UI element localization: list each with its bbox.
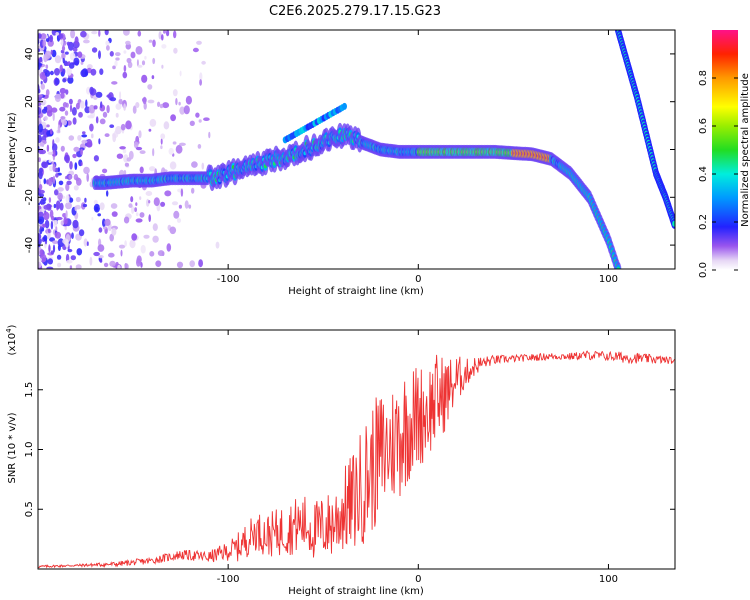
colorbar-gradient bbox=[712, 30, 738, 270]
x-tick-label: 100 bbox=[599, 574, 618, 585]
snr-series-line bbox=[38, 350, 675, 569]
snr-x-ticks: -100 0 100 bbox=[217, 330, 618, 585]
snr-y-ticks: 0.5 1.0 1.5 bbox=[24, 382, 675, 517]
x-tick-label: -100 bbox=[217, 574, 240, 585]
snr-line-layer bbox=[38, 350, 675, 569]
y-tick-label: -40 bbox=[24, 237, 35, 253]
colorbar-ticks: 0.0 0.2 0.4 0.6 0.8 bbox=[698, 70, 738, 278]
figure-title: C2E6.2025.279.17.15.G23 bbox=[269, 4, 441, 19]
spectrogram-aliased-branch bbox=[615, 30, 675, 229]
snr-x-axis-title: Height of straight line (km) bbox=[288, 586, 424, 597]
colorbar-tick-label: 0.8 bbox=[698, 70, 709, 86]
snr-scale-base: (x10 bbox=[7, 333, 18, 356]
x-tick-label: 100 bbox=[599, 274, 618, 285]
y-tick-label: 1.5 bbox=[24, 382, 35, 398]
snr-frame bbox=[37, 329, 676, 570]
colorbar-tick-label: 0.6 bbox=[698, 118, 709, 134]
spectrogram-x-ticks: -100 0 100 bbox=[217, 30, 618, 285]
snr-scale-close: ) bbox=[7, 324, 18, 328]
x-tick-label: -100 bbox=[217, 274, 240, 285]
colorbar-tick-label: 0.4 bbox=[698, 166, 709, 182]
snr-y-axis-title: SNR (10 * v/v) bbox=[7, 412, 18, 483]
spectrogram-y-ticks: -40 -20 0 20 40 bbox=[24, 48, 675, 253]
y-tick-label: 1.0 bbox=[24, 442, 35, 458]
y-tick-label: 0.5 bbox=[24, 501, 35, 517]
y-tick-label: -20 bbox=[24, 189, 35, 205]
colorbar-tick-label: 0.0 bbox=[698, 262, 709, 278]
x-tick-label: 0 bbox=[415, 274, 421, 285]
colorbar: 0.0 0.2 0.4 0.6 0.8 Normalized spectral ampl… bbox=[698, 30, 750, 278]
snr-scale-exponent: 4 bbox=[5, 328, 13, 333]
spectrogram-panel: -100 0 100 -40 -20 0 20 40 Height of straight … bbox=[7, 29, 676, 297]
y-tick-label: 20 bbox=[24, 95, 35, 108]
spectrogram-ghost-branch bbox=[282, 102, 347, 144]
spectrogram-ridge bbox=[92, 122, 622, 269]
y-tick-label: 0 bbox=[24, 146, 35, 152]
spectrogram-x-axis-title: Height of straight line (km) bbox=[288, 286, 424, 297]
snr-scale-label: (x104) bbox=[5, 324, 18, 355]
spectrogram-background bbox=[38, 30, 675, 269]
x-tick-label: 0 bbox=[415, 574, 421, 585]
y-tick-label: 40 bbox=[24, 48, 35, 61]
snr-panel: -100 0 100 0.5 1.0 1.5 Height of straight li… bbox=[5, 324, 676, 597]
colorbar-tick-label: 0.2 bbox=[698, 214, 709, 230]
spectrogram-y-axis-title: Frequency (Hz) bbox=[7, 112, 18, 188]
colorbar-label: Normalized spectral amplitude bbox=[740, 73, 750, 227]
